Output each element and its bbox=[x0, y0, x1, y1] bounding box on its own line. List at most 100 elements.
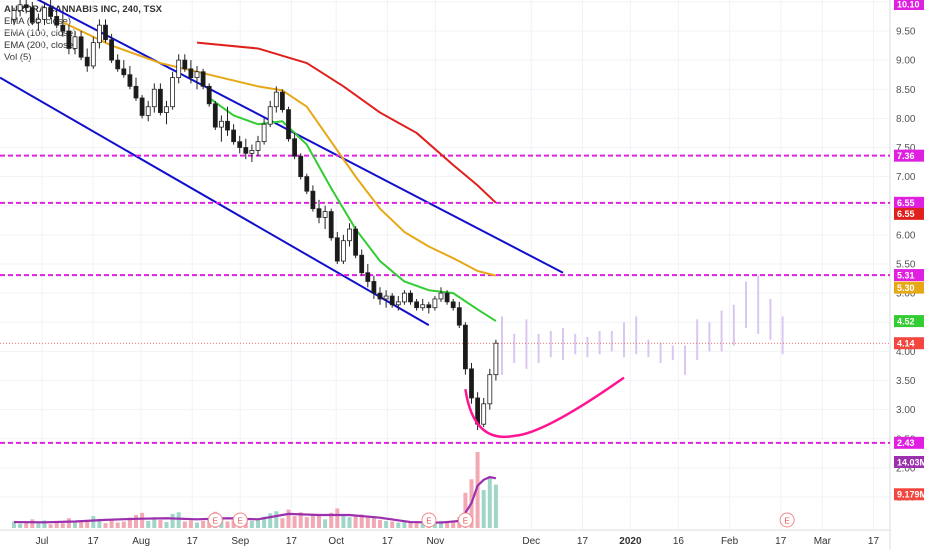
x-tick-label: Dec bbox=[522, 536, 540, 547]
candle bbox=[182, 54, 188, 72]
x-tick-label: 2020 bbox=[619, 536, 642, 547]
candle bbox=[78, 31, 84, 61]
volume-bar bbox=[195, 522, 199, 528]
candle bbox=[365, 264, 371, 288]
candle bbox=[273, 86, 279, 113]
volume-bar bbox=[463, 492, 468, 528]
candle bbox=[249, 144, 255, 163]
candle bbox=[231, 124, 237, 145]
ema-tag-text: 4.52 bbox=[897, 316, 915, 326]
candle bbox=[84, 48, 90, 72]
candle bbox=[267, 100, 273, 128]
candle bbox=[469, 363, 474, 404]
candle-body bbox=[359, 254, 365, 274]
candle bbox=[286, 106, 291, 142]
candle bbox=[444, 290, 450, 305]
y-tick-label: 5.00 bbox=[896, 289, 916, 300]
candle-body bbox=[17, 4, 23, 12]
x-tick-label: 17 bbox=[382, 536, 394, 547]
candle bbox=[395, 296, 401, 311]
y-tick-label: 9.50 bbox=[896, 27, 916, 38]
volume-bar bbox=[475, 452, 480, 528]
candle-body bbox=[103, 24, 108, 41]
candle-body bbox=[66, 30, 72, 49]
candle bbox=[115, 54, 121, 72]
candle bbox=[261, 118, 267, 145]
volume-bar bbox=[347, 517, 352, 528]
volume-bar bbox=[487, 476, 492, 528]
volume-bar bbox=[268, 513, 273, 528]
volume-bar bbox=[317, 515, 321, 528]
volume-bar bbox=[292, 516, 297, 528]
candle-body bbox=[408, 292, 413, 303]
candle-body bbox=[206, 85, 212, 105]
level-tag-bg bbox=[894, 149, 924, 162]
candle bbox=[322, 205, 328, 230]
earnings-marker bbox=[779, 512, 795, 528]
volume-ma-tag: 9.179M bbox=[894, 488, 927, 501]
candle-body bbox=[188, 68, 194, 79]
candle bbox=[255, 135, 261, 157]
x-tick-label: Nov bbox=[426, 536, 444, 547]
volume-tag: 14.03M bbox=[894, 456, 927, 468]
legend-symbol: AURORA CANNABIS INC, 240, TSX bbox=[4, 4, 163, 15]
candle-body bbox=[54, 16, 60, 26]
candle-body bbox=[438, 292, 444, 300]
last-price-tag-bg bbox=[894, 337, 924, 350]
ema-tag: 4.52 bbox=[894, 315, 924, 328]
candle-body bbox=[334, 237, 340, 262]
volume-bar bbox=[201, 520, 206, 528]
volume-tag-text: 14.03M bbox=[897, 457, 927, 467]
earnings-marker-label: E bbox=[463, 517, 468, 526]
legend-ema200: EMA (200, close) bbox=[4, 40, 77, 51]
volume-bar bbox=[134, 514, 138, 528]
candle bbox=[292, 132, 298, 160]
volume-bar bbox=[396, 522, 401, 528]
ema-tag: 6.55 bbox=[894, 207, 924, 220]
candle bbox=[109, 33, 114, 64]
candle bbox=[66, 25, 72, 55]
candle bbox=[353, 226, 359, 259]
candle-body bbox=[200, 71, 206, 87]
candle-body bbox=[377, 292, 383, 300]
ema-lines bbox=[62, 21, 497, 322]
candle bbox=[481, 397, 487, 428]
candle-body bbox=[78, 36, 84, 58]
volume-bar bbox=[115, 522, 120, 528]
candle-body bbox=[347, 228, 352, 242]
y-tick-label: 6.00 bbox=[896, 230, 916, 241]
candle bbox=[11, 7, 17, 26]
volume-bar bbox=[54, 522, 59, 528]
volume-ma-tag-bg bbox=[894, 488, 924, 501]
candle bbox=[133, 77, 139, 101]
volume-bar bbox=[127, 517, 132, 528]
earnings-marker-label: E bbox=[213, 517, 218, 526]
candle bbox=[462, 322, 468, 375]
candle bbox=[54, 10, 60, 29]
time-axis[interactable]: Jul 17 Aug 17 Sep 17 Oct 17 Nov Dec 17 2020 16 Feb 17 M… bbox=[36, 536, 880, 547]
candle-body bbox=[414, 301, 420, 309]
candle-body bbox=[279, 91, 285, 111]
volume-bar bbox=[408, 522, 413, 528]
price-axis[interactable]: 1.502.002.503.003.504.004.505.005.506.00… bbox=[896, 0, 921, 504]
x-tick-label: Oct bbox=[328, 536, 344, 547]
x-tick-label: Sep bbox=[231, 536, 249, 547]
candle-body bbox=[170, 77, 176, 108]
volume-bar bbox=[371, 516, 376, 528]
candle bbox=[212, 100, 218, 131]
candle-body bbox=[11, 10, 17, 20]
volume-bar bbox=[445, 522, 450, 528]
candle bbox=[487, 368, 493, 410]
candle bbox=[218, 115, 224, 142]
candle bbox=[389, 293, 395, 308]
candle-body bbox=[42, 7, 47, 20]
candle bbox=[279, 89, 285, 113]
candle-body bbox=[401, 292, 407, 303]
volume-bar bbox=[304, 517, 309, 528]
y-tick-label: 3.00 bbox=[896, 405, 916, 416]
ema50-line bbox=[208, 97, 497, 322]
volume-bar bbox=[176, 512, 181, 528]
volume-bar bbox=[18, 523, 23, 528]
candle bbox=[48, 0, 53, 20]
